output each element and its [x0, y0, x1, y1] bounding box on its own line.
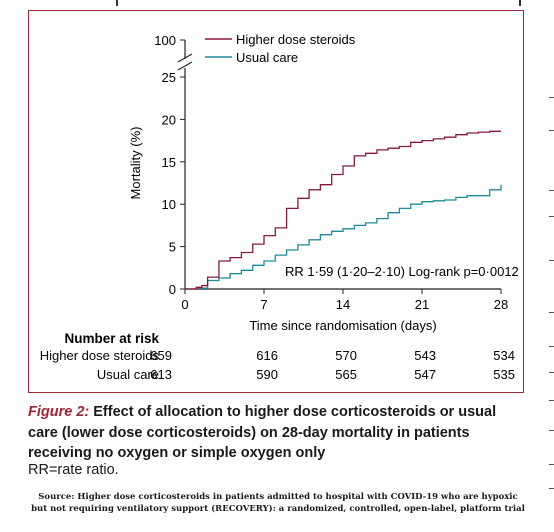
y-tick-label-0: 0: [169, 282, 176, 297]
y-tick-label-25: 25: [162, 70, 176, 85]
risk-value: 616: [256, 348, 278, 363]
x-tick-label-28: 28: [494, 297, 508, 312]
y-axis-label: Mortality (%): [128, 127, 143, 200]
risk-value: 659: [150, 348, 172, 363]
risk-table-header: Number at risk: [64, 331, 159, 346]
source-line-1: Source: Higher dose corticosteroids in p…: [38, 492, 518, 502]
caption-note: RR=rate ratio.: [28, 462, 119, 478]
x-axis-label: Time since randomisation (days): [249, 318, 436, 333]
page-top-tick: [519, 0, 521, 6]
risk-row-label-steroids: Higher dose steroids: [40, 348, 160, 363]
source-note: Source: Higher dose corticosteroids in p…: [28, 491, 528, 515]
figure-label: Figure 2:: [28, 404, 90, 420]
source-line-2: but not requiring ventilatory support (R…: [31, 504, 525, 514]
axis-break-mark: [177, 61, 193, 71]
x-tick-label-14: 14: [336, 297, 350, 312]
x-tick-label-7: 7: [260, 297, 267, 312]
risk-value: 534: [493, 348, 515, 363]
risk-value: 535: [493, 367, 515, 382]
figure-title: Effect of allocation to higher dose cort…: [28, 404, 497, 461]
legend-label-steroids: Higher dose steroids: [236, 32, 356, 47]
risk-value: 590: [256, 367, 278, 382]
series-line-higher-dose-steroids: [185, 130, 501, 290]
risk-value: 570: [335, 348, 357, 363]
axis-break-mark: [177, 53, 193, 63]
risk-value: 547: [414, 367, 436, 382]
risk-value: 543: [414, 348, 436, 363]
y-tick-label-15: 15: [162, 155, 176, 170]
y-tick-label-10: 10: [162, 197, 176, 212]
risk-row-label-usual: Usual care: [97, 367, 159, 382]
figure-caption: Figure 2: Effect of allocation to higher…: [28, 402, 528, 464]
x-tick-label-21: 21: [415, 297, 429, 312]
y-tick-label-20: 20: [162, 112, 176, 127]
y-tick-label-5: 5: [169, 240, 176, 255]
risk-value: 565: [335, 367, 357, 382]
km-chart: 100 0 5 10 15 20 25 0 7 14 21 28 Mortality (%) Ti…: [40, 32, 519, 382]
figure-frame: [28, 10, 524, 393]
risk-value: 613: [150, 367, 172, 382]
page-top-tick: [116, 0, 118, 6]
y-tick-label-100: 100: [154, 33, 176, 48]
legend-label-usual: Usual care: [236, 50, 298, 65]
stats-annotation: RR 1·59 (1·20–2·10) Log-rank p=0·0012: [285, 264, 519, 279]
x-tick-label-0: 0: [181, 297, 188, 312]
series-line-usual-care: [185, 184, 502, 290]
